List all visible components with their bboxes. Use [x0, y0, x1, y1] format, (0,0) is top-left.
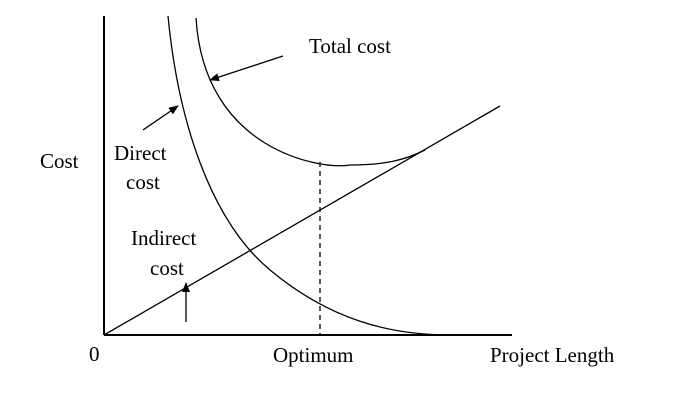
indirect-cost-label-line1: Indirect [131, 226, 196, 250]
indirect-cost-line [103, 105, 501, 336]
direct-cost-label-line1: Direct [114, 141, 167, 165]
origin-label: 0 [89, 342, 100, 366]
direct-cost-curve [167, 15, 451, 336]
total-cost-curve [195, 17, 426, 167]
y-axis-label: Cost [40, 149, 79, 173]
direct-cost-label-line2: cost [126, 170, 160, 194]
optimum-label: Optimum [273, 343, 354, 367]
total-cost-arrow [209, 55, 284, 81]
x-axis-label: Project Length [490, 343, 615, 367]
total-cost-label: Total cost [309, 34, 391, 58]
indirect-cost-label-line2: cost [150, 256, 184, 280]
direct-cost-arrow [142, 105, 179, 131]
